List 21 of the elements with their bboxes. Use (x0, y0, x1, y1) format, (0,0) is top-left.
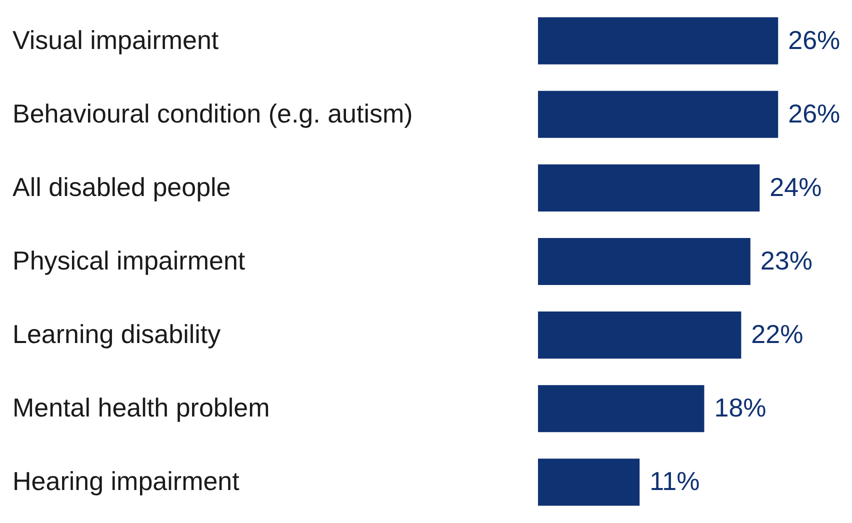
y-tick-label: Visual impairment (12, 24, 220, 55)
data-label: 18% (714, 392, 766, 423)
y-tick-label: Learning disability (12, 319, 221, 350)
bar (538, 164, 760, 212)
bar (538, 312, 742, 359)
y-tick-label: Mental health problem (12, 392, 270, 423)
data-label: 26% (788, 98, 840, 128)
bar (538, 17, 778, 64)
y-tick-label: Hearing impairment (12, 466, 240, 496)
data-label: 11% (650, 466, 700, 496)
y-tick-label: Behavioural condition (e.g. autism) (12, 98, 413, 128)
y-tick-label: All disabled people (12, 172, 231, 202)
data-label: 24% (770, 172, 822, 202)
bar (538, 385, 704, 432)
data-label: 22% (751, 319, 804, 350)
data-label: 23% (760, 246, 812, 276)
bar (538, 238, 750, 286)
data-label: 26% (788, 24, 840, 55)
bar (538, 90, 778, 138)
bar (538, 458, 640, 506)
y-tick-label: Physical impairment (12, 246, 246, 276)
